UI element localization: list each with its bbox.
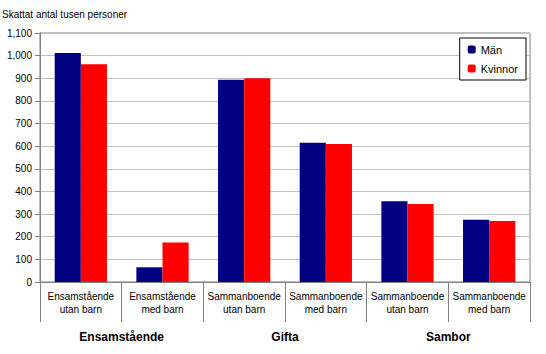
svg-text:Skattat antal tusen personer: Skattat antal tusen personer xyxy=(2,9,128,20)
svg-text:med barn: med barn xyxy=(141,304,183,315)
svg-text:300: 300 xyxy=(15,209,32,220)
svg-text:med barn: med barn xyxy=(468,304,510,315)
svg-text:700: 700 xyxy=(15,118,32,129)
svg-text:0: 0 xyxy=(26,277,32,288)
svg-text:med barn: med barn xyxy=(305,304,347,315)
svg-text:400: 400 xyxy=(15,186,32,197)
svg-text:900: 900 xyxy=(15,73,32,84)
svg-text:100: 100 xyxy=(15,254,32,265)
svg-text:1,100: 1,100 xyxy=(7,28,32,39)
svg-text:Sammanboende: Sammanboende xyxy=(452,291,526,302)
svg-text:utan barn: utan barn xyxy=(60,304,102,315)
svg-text:Gifta: Gifta xyxy=(271,330,299,344)
svg-text:Sammanboende: Sammanboende xyxy=(371,291,445,302)
svg-text:500: 500 xyxy=(15,163,32,174)
svg-text:utan barn: utan barn xyxy=(386,304,428,315)
svg-text:utan barn: utan barn xyxy=(223,304,265,315)
svg-text:600: 600 xyxy=(15,141,32,152)
svg-text:Sammanboende: Sammanboende xyxy=(289,291,363,302)
svg-text:1,000: 1,000 xyxy=(7,50,32,61)
svg-text:Sammanboende: Sammanboende xyxy=(207,291,281,302)
svg-text:Sambor: Sambor xyxy=(426,330,471,344)
svg-text:Kvinnor: Kvinnor xyxy=(481,63,519,75)
svg-text:200: 200 xyxy=(15,231,32,242)
svg-text:Ensamstående: Ensamstående xyxy=(47,291,114,302)
svg-text:Ensamstående: Ensamstående xyxy=(129,291,196,302)
svg-text:Män: Män xyxy=(481,44,502,56)
svg-text:800: 800 xyxy=(15,95,32,106)
svg-text:Ensamstående: Ensamstående xyxy=(79,330,164,344)
